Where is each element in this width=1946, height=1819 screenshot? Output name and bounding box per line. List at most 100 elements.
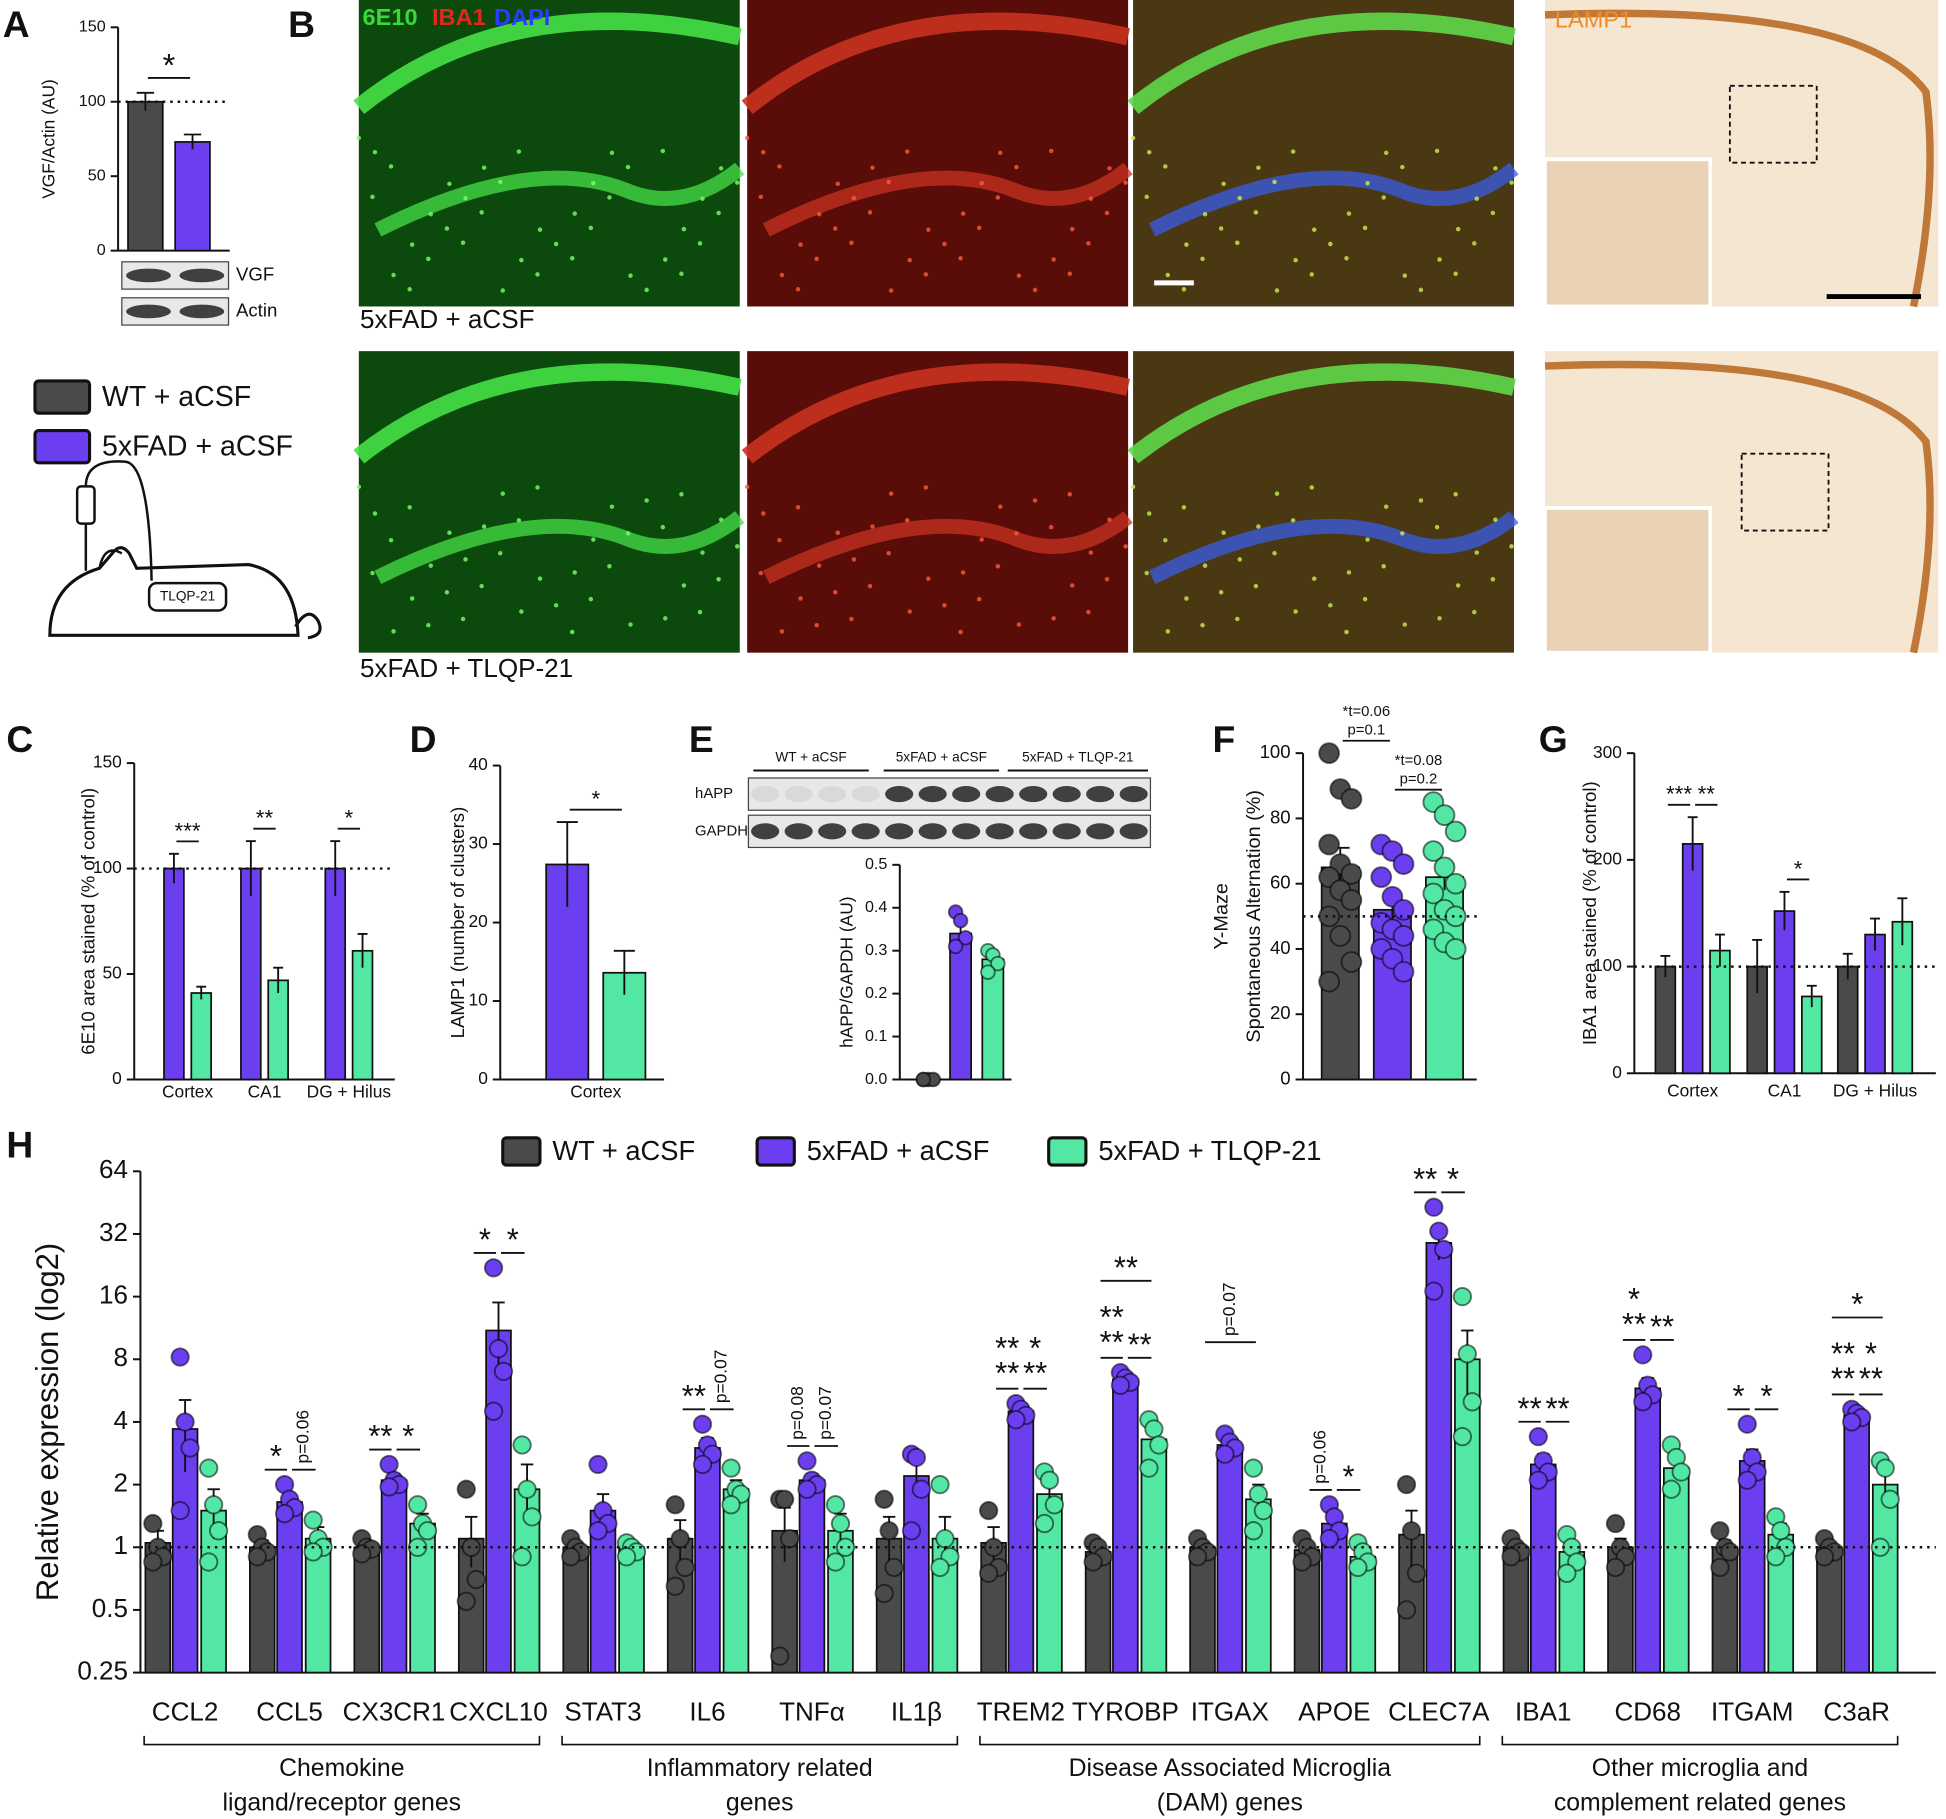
x-tick-label: ITGAX: [1191, 1696, 1269, 1726]
micrograph-dot: [1181, 505, 1187, 510]
micrograph-dot: [1235, 616, 1240, 622]
x-tick-label: CX3CR1: [343, 1696, 446, 1726]
bar: [240, 867, 262, 1081]
micrograph-dot: [998, 150, 1003, 156]
blot-band: [179, 268, 225, 283]
micrograph-dot: [870, 524, 875, 529]
bar: [618, 1546, 645, 1674]
micrograph-dot: [697, 609, 703, 615]
blot-band: [784, 786, 813, 803]
legend-swatch: [755, 1136, 796, 1167]
micrograph-dot: [1381, 564, 1386, 569]
bar: [1654, 965, 1677, 1075]
significance-label: p=0.07: [710, 1350, 730, 1404]
data-point: [1318, 742, 1340, 765]
data-point: [779, 1529, 800, 1549]
micrograph-dot: [1253, 583, 1259, 589]
micrograph-dot: [607, 195, 612, 200]
data-point: [408, 1495, 428, 1515]
group-label: (DAM) genes: [1157, 1790, 1303, 1817]
y-tick-label: 4: [114, 1405, 128, 1435]
bar: [1738, 1460, 1766, 1674]
data-point: [1771, 1521, 1791, 1541]
micrograph-dot: [816, 211, 822, 217]
y-tick-label: 0: [97, 241, 106, 259]
data-point: [175, 1412, 195, 1432]
blot: [747, 777, 1152, 811]
blot-band: [751, 823, 780, 840]
micrograph-dot: [519, 609, 524, 614]
data-point: [1452, 1287, 1472, 1307]
micrograph-dot: [744, 135, 750, 141]
y-tick-label: 1: [114, 1530, 128, 1560]
micrograph-edge: [1544, 9, 1934, 308]
data-point: [901, 1521, 922, 1541]
micrograph-dot: [958, 629, 963, 635]
y-tick-label: 60: [1270, 872, 1291, 893]
data-point: [670, 1529, 690, 1549]
significance-label: *: [163, 47, 176, 83]
x-tick-label: CCL5: [256, 1696, 323, 1726]
micrograph-dot: [907, 257, 912, 263]
blot-band: [952, 823, 981, 840]
micrograph-dot: [716, 210, 721, 216]
y-tick-label: 0.25: [77, 1655, 128, 1685]
blot-band: [885, 823, 914, 840]
data-point: [616, 1547, 637, 1567]
micrograph-dot: [479, 210, 484, 215]
micrograph-dot: [1067, 271, 1073, 277]
stain-label: IBA1: [432, 4, 486, 30]
group-label: Chemokine: [279, 1755, 404, 1782]
data-point: [1006, 1410, 1026, 1430]
panel-letter: F: [1212, 718, 1235, 760]
bar: [1816, 1546, 1843, 1674]
data-point: [143, 1552, 163, 1572]
micrograph-dot: [537, 227, 543, 232]
data-point: [1253, 1500, 1273, 1521]
significance-label: p=0.1: [1348, 722, 1386, 738]
micrograph-dot: [660, 524, 666, 530]
data-point: [180, 1438, 200, 1458]
micrograph-dot: [1290, 518, 1296, 523]
bar: [1843, 1414, 1870, 1674]
data-point: [303, 1542, 323, 1562]
micrograph-dot: [1123, 180, 1128, 185]
significance-label: *: [1794, 856, 1803, 881]
data-point: [1139, 1458, 1159, 1478]
y-axis-label: Y-Maze: [1211, 883, 1233, 950]
micrograph: [1133, 0, 1514, 307]
data-point: [1039, 1470, 1060, 1490]
legend-label: WT + aCSF: [102, 381, 251, 413]
blot-band: [985, 823, 1014, 840]
y-tick-label: 0: [478, 1068, 488, 1088]
blot-band: [1119, 823, 1148, 840]
micrograph-dot: [905, 518, 910, 523]
micrograph-dot: [1293, 257, 1298, 263]
micrograph-dot: [716, 577, 721, 582]
micrograph-dot: [958, 256, 963, 261]
data-point: [1187, 1547, 1208, 1567]
blot-band: [126, 268, 171, 283]
data-point: [1215, 1444, 1235, 1464]
data-point: [1340, 889, 1363, 911]
bar: [353, 1546, 381, 1674]
micrograph-dot: [591, 180, 596, 186]
data-point: [483, 1401, 504, 1421]
row-label: 5xFAD + aCSF: [360, 304, 534, 334]
data-point: [1880, 1489, 1900, 1509]
significance-label: **: [1831, 1361, 1855, 1396]
micrograph-dot: [1418, 498, 1424, 503]
micrograph-band: [1148, 511, 1519, 584]
micrograph-dot: [1051, 257, 1056, 262]
micrograph-dot: [926, 576, 931, 581]
micrograph-dot: [391, 272, 396, 278]
y-tick-label: 20: [469, 911, 488, 931]
micrograph-dot: [498, 179, 503, 185]
data-point: [1422, 882, 1445, 905]
bar: [903, 1475, 930, 1674]
x-tick-label: IBA1: [1515, 1696, 1571, 1726]
micrograph-dot: [795, 505, 801, 510]
micrograph-dot: [1130, 484, 1136, 490]
data-point: [1842, 1412, 1862, 1432]
significance-label: *: [1628, 1282, 1640, 1317]
